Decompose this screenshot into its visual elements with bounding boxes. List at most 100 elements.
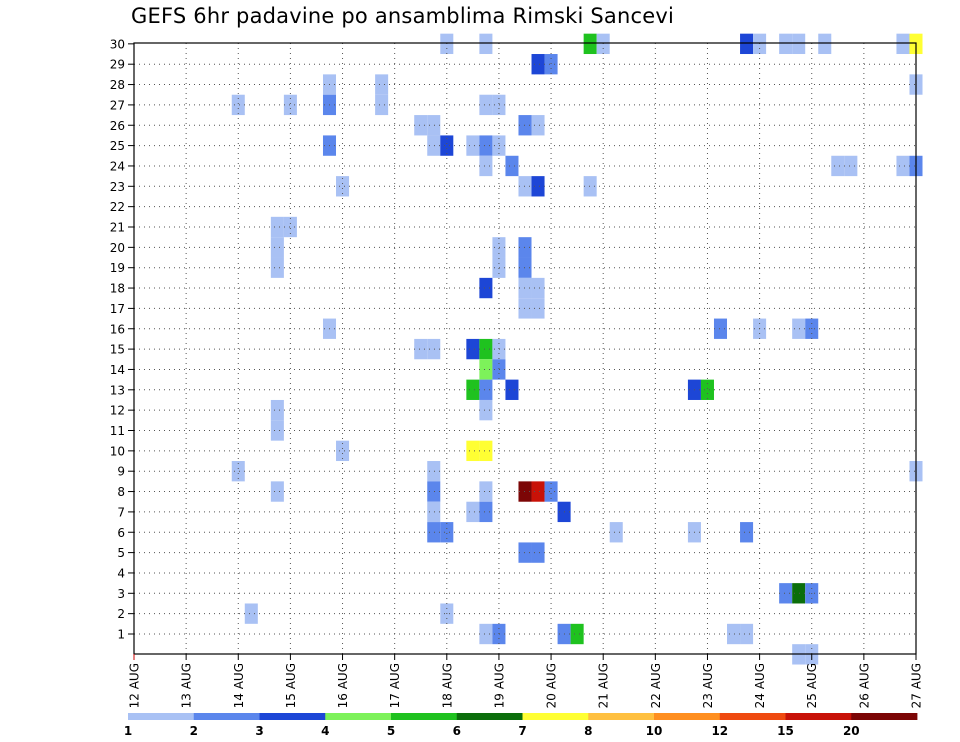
colorbar-label: 5 bbox=[387, 724, 395, 738]
heatmap-cells bbox=[231, 33, 923, 665]
colorbar-swatch bbox=[456, 713, 523, 720]
x-tick-label: 19 AUG bbox=[492, 663, 506, 708]
heatmap-cell bbox=[479, 379, 493, 400]
heatmap-cell bbox=[427, 481, 441, 502]
x-tick-label: 18 AUG bbox=[440, 663, 454, 708]
heatmap-cell bbox=[375, 74, 389, 95]
colorbar-label: 8 bbox=[584, 724, 592, 738]
heatmap-cell bbox=[270, 481, 284, 502]
y-tick-label: 2 bbox=[117, 607, 125, 621]
heatmap-cell bbox=[336, 440, 350, 462]
colorbar-swatch bbox=[128, 713, 195, 720]
colorbar-label: 3 bbox=[255, 724, 263, 738]
heatmap-cell bbox=[779, 583, 793, 604]
x-tick-label: 16 AUG bbox=[336, 663, 350, 708]
colorbar-label: 6 bbox=[453, 724, 461, 738]
heatmap-cell bbox=[466, 338, 480, 360]
heatmap-cell bbox=[479, 399, 493, 421]
heatmap-cell bbox=[427, 338, 441, 360]
plot-frame bbox=[133, 42, 917, 655]
heatmap-cell bbox=[466, 135, 480, 156]
colorbar-label: 1 bbox=[124, 724, 132, 738]
colorbar-swatch bbox=[719, 713, 786, 720]
y-tick-label: 5 bbox=[117, 546, 125, 560]
heatmap-cell bbox=[531, 298, 545, 319]
y-tick-label: 18 bbox=[110, 282, 125, 296]
heatmap-cell bbox=[427, 522, 441, 543]
y-tick-label: 30 bbox=[110, 37, 125, 51]
gridlines bbox=[134, 43, 916, 654]
y-tick-label: 7 bbox=[117, 505, 125, 519]
heatmap-cell bbox=[531, 277, 545, 299]
heatmap-cell bbox=[270, 399, 284, 421]
heatmap-cell bbox=[531, 176, 545, 197]
x-tick-label: 26 AUG bbox=[857, 663, 871, 708]
heatmap-cell bbox=[583, 176, 597, 197]
heatmap-cell bbox=[544, 481, 558, 502]
chart-title: GEFS 6hr padavine po ansamblima Rimski S… bbox=[131, 4, 675, 28]
y-tick-label: 6 bbox=[117, 526, 125, 540]
heatmap-cell bbox=[427, 461, 441, 482]
x-tick-label: 12 AUG bbox=[128, 663, 142, 708]
x-tick-label: 23 AUG bbox=[701, 663, 715, 708]
colorbar-label: 2 bbox=[190, 724, 198, 738]
heatmap-cell bbox=[479, 94, 493, 116]
y-tick-label: 14 bbox=[110, 363, 125, 377]
y-tick-label: 21 bbox=[110, 221, 125, 235]
heatmap-cell bbox=[531, 542, 545, 563]
y-tick-label: 1 bbox=[117, 628, 125, 642]
y-tick-label: 15 bbox=[110, 343, 125, 357]
heatmap-cell bbox=[896, 33, 910, 55]
heatmap-cell bbox=[466, 440, 480, 462]
x-tick-label: 13 AUG bbox=[180, 663, 194, 708]
heatmap-cell bbox=[440, 522, 454, 543]
colorbar-swatch bbox=[391, 713, 458, 720]
y-tick-label: 4 bbox=[117, 566, 125, 580]
y-tick-label: 28 bbox=[110, 78, 125, 92]
heatmap-cell bbox=[609, 522, 623, 543]
heatmap-cell bbox=[505, 379, 519, 400]
heatmap-cell bbox=[270, 216, 284, 238]
heatmap-cell bbox=[492, 237, 506, 258]
y-tick-label: 23 bbox=[110, 180, 125, 194]
colorbar-label: 10 bbox=[646, 724, 663, 738]
heatmap-cell bbox=[231, 461, 245, 482]
heatmap-cell bbox=[505, 155, 519, 177]
heatmap-cell bbox=[531, 115, 545, 136]
x-tick-label: 20 AUG bbox=[545, 663, 559, 708]
y-tick-label: 29 bbox=[110, 58, 125, 72]
x-tick-label: 15 AUG bbox=[284, 663, 298, 708]
heatmap-cell bbox=[231, 94, 245, 116]
x-tick-label: 22 AUG bbox=[649, 663, 663, 708]
heatmap-cell bbox=[479, 338, 493, 360]
colorbar-label: 15 bbox=[777, 724, 794, 738]
heatmap-cell bbox=[479, 501, 493, 523]
colorbar-swatch bbox=[325, 713, 392, 720]
heatmap-cell bbox=[531, 481, 545, 502]
axis-ticks: 1234567891011121314151617181920212223242… bbox=[110, 37, 924, 708]
heatmap-cell bbox=[492, 94, 506, 116]
heatmap-cell bbox=[414, 338, 428, 360]
x-tick-label: 17 AUG bbox=[388, 663, 402, 708]
colorbar-label: 4 bbox=[321, 724, 329, 738]
y-tick-label: 16 bbox=[110, 322, 125, 336]
y-tick-label: 17 bbox=[110, 302, 125, 316]
heatmap-cell bbox=[479, 277, 493, 299]
heatmap-cell bbox=[531, 54, 545, 75]
colorbar-swatch bbox=[588, 713, 655, 720]
heatmap-cell bbox=[492, 135, 506, 156]
heatmap-cell bbox=[570, 623, 584, 645]
heatmap-cell bbox=[466, 501, 480, 523]
heatmap-cell bbox=[492, 359, 506, 380]
heatmap-cell bbox=[544, 54, 558, 75]
heatmap-cell bbox=[492, 338, 506, 360]
heatmap-cell bbox=[244, 603, 258, 624]
heatmap-cell bbox=[427, 115, 441, 136]
colorbar-label: 7 bbox=[518, 724, 526, 738]
y-tick-label: 10 bbox=[110, 444, 125, 458]
x-tick-label: 21 AUG bbox=[597, 663, 611, 708]
heatmap-cell bbox=[375, 94, 389, 116]
heatmap-cell bbox=[792, 318, 806, 339]
heatmap-cell bbox=[270, 237, 284, 258]
